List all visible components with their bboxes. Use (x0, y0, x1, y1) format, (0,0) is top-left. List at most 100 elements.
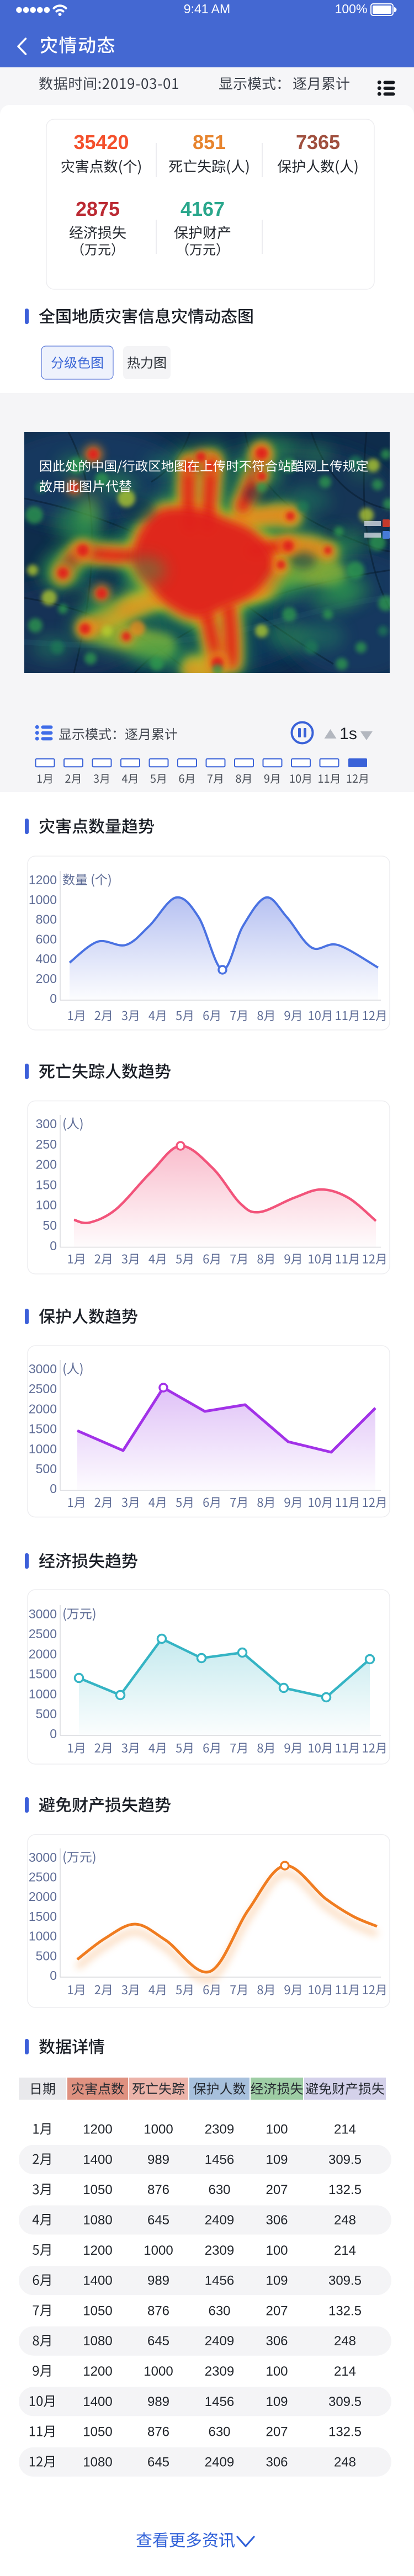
svg-text:1200: 1200 (83, 2122, 112, 2137)
svg-text:0: 0 (50, 1968, 57, 1983)
svg-text:200: 200 (36, 1157, 57, 1172)
svg-text:4167: 4167 (181, 198, 225, 220)
svg-text:800: 800 (36, 912, 57, 927)
svg-text:100%: 100% (335, 2, 368, 16)
svg-text:876: 876 (147, 2182, 169, 2197)
svg-text:2409: 2409 (205, 2213, 234, 2228)
svg-text:35420: 35420 (73, 131, 129, 153)
svg-text:7365: 7365 (296, 131, 340, 153)
svg-text:1050: 1050 (83, 2425, 112, 2440)
svg-text:214: 214 (334, 2364, 356, 2379)
svg-text:100: 100 (266, 2243, 288, 2258)
svg-text:0: 0 (50, 991, 57, 1006)
svg-text:50: 50 (43, 1218, 57, 1233)
svg-text:989: 989 (147, 2152, 169, 2167)
svg-text:1200: 1200 (29, 873, 57, 887)
svg-text:1500: 1500 (29, 1909, 57, 1924)
svg-text:1000: 1000 (29, 893, 57, 907)
svg-text:1456: 1456 (205, 2152, 234, 2167)
svg-text:1200: 1200 (83, 2243, 112, 2258)
svg-text:1080: 1080 (83, 2213, 112, 2228)
svg-text:9:41 AM: 9:41 AM (184, 2, 230, 16)
svg-text:600: 600 (36, 932, 57, 946)
svg-text:1456: 1456 (205, 2274, 234, 2288)
svg-text:214: 214 (334, 2122, 356, 2137)
svg-text:851: 851 (193, 131, 226, 153)
svg-text:500: 500 (36, 1948, 57, 1963)
svg-text:309.5: 309.5 (328, 2394, 362, 2409)
svg-text:1050: 1050 (83, 2182, 112, 2197)
svg-text:132.5: 132.5 (328, 2425, 362, 2440)
svg-text:2000: 2000 (29, 1401, 57, 1416)
svg-text:989: 989 (147, 2274, 169, 2288)
svg-text:2409: 2409 (205, 2455, 234, 2469)
svg-text:250: 250 (36, 1137, 57, 1151)
svg-text:630: 630 (208, 2303, 230, 2318)
svg-text:1000: 1000 (29, 1687, 57, 1701)
svg-text:214: 214 (334, 2243, 356, 2258)
svg-text:100: 100 (266, 2364, 288, 2379)
svg-text:645: 645 (147, 2455, 169, 2469)
svg-text:1400: 1400 (83, 2394, 112, 2409)
svg-text:2500: 2500 (29, 1627, 57, 1641)
svg-text:645: 645 (147, 2213, 169, 2228)
svg-text:1080: 1080 (83, 2455, 112, 2469)
svg-text:0: 0 (50, 1239, 57, 1253)
svg-text:3000: 3000 (29, 1362, 57, 1376)
svg-text:2309: 2309 (205, 2122, 234, 2137)
svg-text:109: 109 (266, 2274, 288, 2288)
svg-text:1400: 1400 (83, 2152, 112, 2167)
svg-text:645: 645 (147, 2334, 169, 2349)
svg-text:1000: 1000 (144, 2243, 173, 2258)
svg-text:630: 630 (208, 2182, 230, 2197)
svg-text:2500: 2500 (29, 1870, 57, 1884)
svg-text:248: 248 (334, 2213, 356, 2228)
svg-text:207: 207 (266, 2425, 288, 2440)
svg-text:2875: 2875 (76, 198, 120, 220)
svg-text:1000: 1000 (144, 2364, 173, 2379)
svg-text:1050: 1050 (83, 2303, 112, 2318)
svg-text:876: 876 (147, 2425, 169, 2440)
svg-text:989: 989 (147, 2394, 169, 2409)
svg-text:2500: 2500 (29, 1382, 57, 1396)
svg-text:100: 100 (36, 1198, 57, 1212)
svg-text:109: 109 (266, 2394, 288, 2409)
svg-text:1000: 1000 (144, 2122, 173, 2137)
svg-text:500: 500 (36, 1462, 57, 1476)
svg-text:207: 207 (266, 2182, 288, 2197)
svg-text:1000: 1000 (29, 1442, 57, 1456)
svg-text:1500: 1500 (29, 1667, 57, 1681)
svg-text:1080: 1080 (83, 2334, 112, 2349)
svg-text:3000: 3000 (29, 1850, 57, 1865)
svg-text:207: 207 (266, 2303, 288, 2318)
svg-text:1200: 1200 (83, 2364, 112, 2379)
svg-text:876: 876 (147, 2303, 169, 2318)
svg-text:109: 109 (266, 2152, 288, 2167)
svg-text:200: 200 (36, 971, 57, 986)
svg-text:1500: 1500 (29, 1422, 57, 1436)
svg-text:0: 0 (50, 1727, 57, 1741)
svg-text:306: 306 (266, 2334, 288, 2349)
svg-text:309.5: 309.5 (328, 2152, 362, 2167)
svg-text:2309: 2309 (205, 2243, 234, 2258)
svg-text:132.5: 132.5 (328, 2182, 362, 2197)
svg-text:1400: 1400 (83, 2274, 112, 2288)
svg-text:1000: 1000 (29, 1929, 57, 1943)
svg-text:2000: 2000 (29, 1889, 57, 1904)
svg-text:630: 630 (208, 2425, 230, 2440)
svg-text:150: 150 (36, 1177, 57, 1192)
svg-text:3000: 3000 (29, 1607, 57, 1621)
svg-text:300: 300 (36, 1117, 57, 1131)
svg-text:2409: 2409 (205, 2334, 234, 2349)
svg-text:1456: 1456 (205, 2394, 234, 2409)
svg-text:400: 400 (36, 952, 57, 966)
svg-text:2309: 2309 (205, 2364, 234, 2379)
svg-text:0: 0 (50, 1481, 57, 1496)
svg-text:306: 306 (266, 2455, 288, 2469)
svg-text:248: 248 (334, 2455, 356, 2469)
svg-text:309.5: 309.5 (328, 2274, 362, 2288)
svg-text:2000: 2000 (29, 1646, 57, 1661)
svg-text:248: 248 (334, 2334, 356, 2349)
svg-text:132.5: 132.5 (328, 2303, 362, 2318)
svg-text:100: 100 (266, 2122, 288, 2137)
